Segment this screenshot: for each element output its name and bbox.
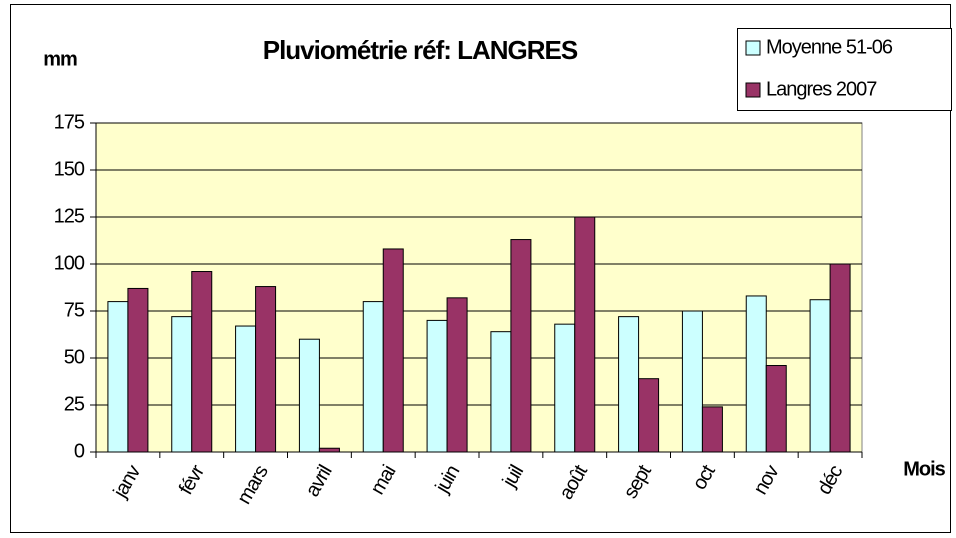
bar xyxy=(362,301,384,453)
bar xyxy=(171,316,193,453)
bar xyxy=(618,316,640,453)
bar xyxy=(638,378,660,453)
bar xyxy=(745,295,767,453)
y-tick-label: 175 xyxy=(54,111,85,133)
bar xyxy=(255,286,277,453)
y-tick-label: 0 xyxy=(74,440,85,462)
bar xyxy=(107,301,129,453)
legend-label: Langres 2007 xyxy=(766,78,877,100)
bar xyxy=(701,406,723,453)
bar xyxy=(318,447,340,453)
bar xyxy=(298,338,320,453)
bar xyxy=(446,297,468,453)
bar xyxy=(127,287,149,453)
bar xyxy=(382,248,404,453)
bar xyxy=(191,271,213,453)
bar xyxy=(510,239,532,453)
bar xyxy=(426,319,448,453)
y-tick-label: 75 xyxy=(64,299,85,321)
legend-swatch xyxy=(745,40,761,56)
y-tick-label: 150 xyxy=(54,158,85,180)
chart-title: Pluviométrie réf: LANGRES xyxy=(263,35,578,65)
bar xyxy=(765,365,787,453)
legend-swatch xyxy=(745,82,761,98)
y-tick-label: 50 xyxy=(64,346,85,368)
bar xyxy=(235,325,257,453)
y-tick-label: 25 xyxy=(64,393,85,415)
legend-box xyxy=(737,28,952,111)
y-tick-label: 125 xyxy=(54,205,85,227)
x-axis-label: Mois xyxy=(903,458,945,480)
bar xyxy=(681,310,703,453)
legend-label: Moyenne 51-06 xyxy=(766,36,893,58)
bar xyxy=(574,216,596,453)
y-tick-label: 100 xyxy=(54,252,85,274)
bar xyxy=(809,299,831,453)
bar xyxy=(554,323,576,453)
bar xyxy=(490,331,512,453)
bar xyxy=(829,263,851,453)
y-axis-label: mm xyxy=(43,48,77,70)
